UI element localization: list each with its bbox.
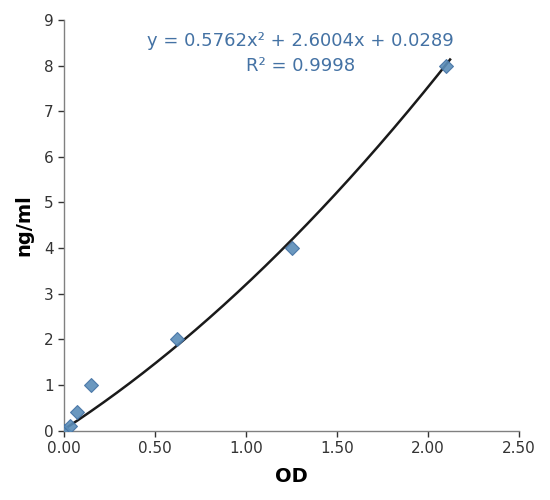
Point [73, 408, 81, 416]
Y-axis label: ng/ml: ng/ml [14, 194, 33, 256]
Point [442, 62, 451, 70]
Point [65, 422, 74, 430]
Point [173, 336, 182, 344]
Text: y = 0.5762x² + 2.6004x + 0.0289
R² = 0.9998: y = 0.5762x² + 2.6004x + 0.0289 R² = 0.9… [147, 32, 454, 75]
Point [60, 426, 69, 434]
X-axis label: OD: OD [276, 467, 308, 486]
Point [87, 381, 96, 389]
Point [287, 244, 296, 252]
